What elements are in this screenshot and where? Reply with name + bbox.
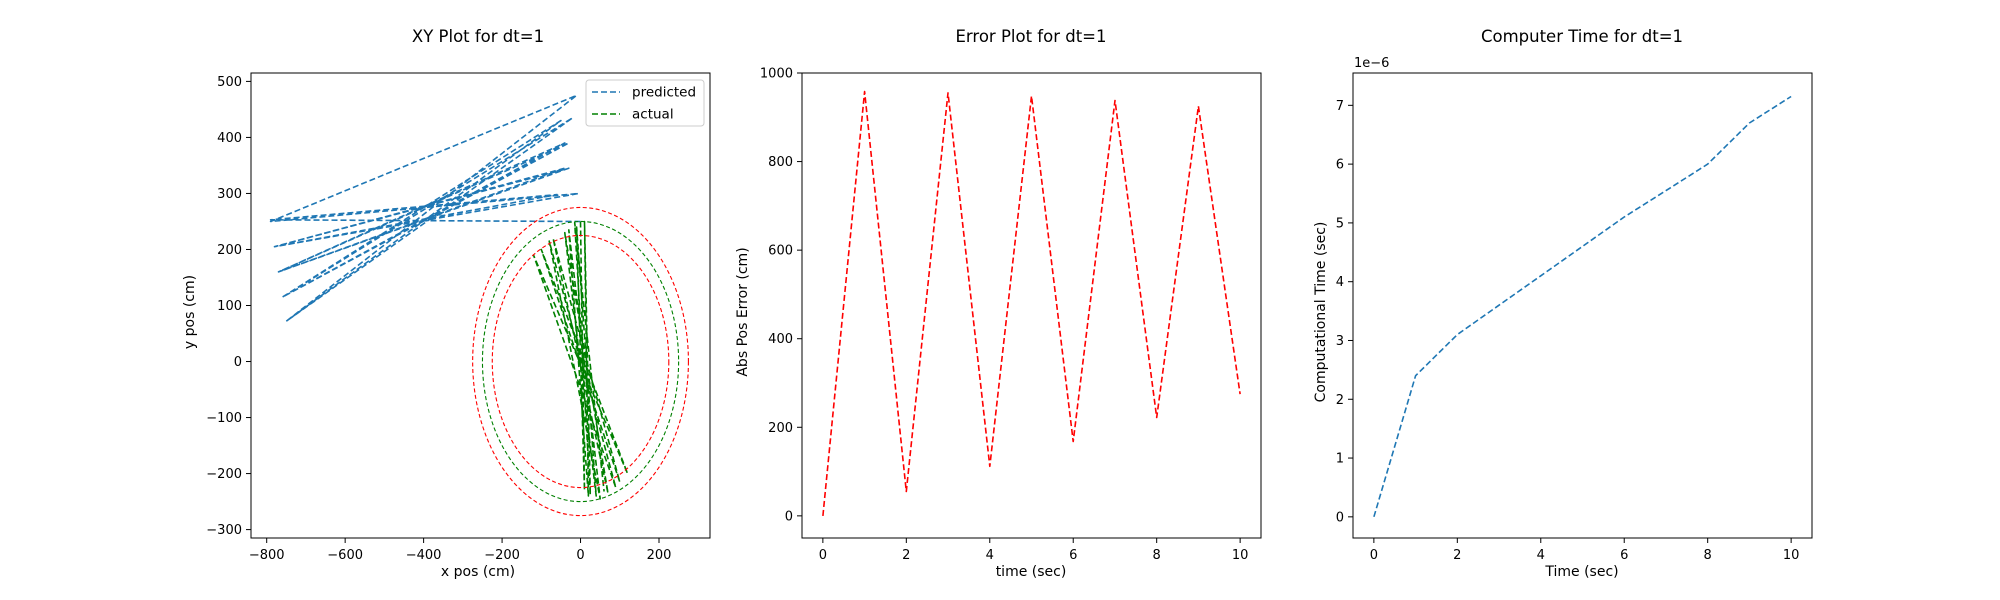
x-tick-label: 2 — [1453, 548, 1461, 563]
xy-plot-ylabel: y pos (cm) — [182, 275, 198, 349]
series-actual-orbit-ellipse — [481, 220, 680, 503]
error-plot-marks — [822, 90, 1241, 516]
x-tick-label: −600 — [327, 548, 363, 563]
y-tick-label: 5 — [1336, 216, 1344, 231]
y-tick-label: 400 — [217, 131, 242, 146]
y-tick-label: 6 — [1336, 158, 1344, 173]
xy-plot-xlabel: x pos (cm) — [441, 564, 515, 580]
error-plot-ticks: 0 2 4 6 8 10 0 200 400 600 800 1000 — [760, 67, 1249, 564]
time-plot-panel: Computer Time for dt=1 Time (sec) Comput… — [1313, 27, 1813, 580]
x-tick-label: 10 — [1783, 548, 1800, 563]
y-tick-label: −300 — [206, 523, 242, 538]
error-plot-panel: Error Plot for dt=1 time (sec) Abs Pos E… — [735, 27, 1262, 580]
y-tick-label: 500 — [217, 75, 242, 90]
time-plot-frame — [1352, 72, 1813, 539]
xy-plot-panel: XY Plot for dt=1 x pos (cm) y pos (cm) −… — [182, 27, 711, 580]
error-plot-xlabel: time (sec) — [996, 564, 1067, 580]
y-tick-label: 800 — [768, 155, 793, 170]
time-plot-xlabel: Time (sec) — [1544, 564, 1618, 580]
time-plot-ylabel: Computational Time (sec) — [1313, 222, 1329, 403]
x-tick-label: −200 — [484, 548, 520, 563]
x-tick-label: 200 — [647, 548, 672, 563]
error-plot-ylabel: Abs Pos Error (cm) — [735, 247, 751, 376]
y-tick-label: 200 — [768, 421, 793, 436]
x-tick-label: −800 — [249, 548, 285, 563]
x-tick-label: 0 — [819, 548, 827, 563]
series-actual-line — [532, 220, 629, 500]
x-tick-label: 0 — [1370, 548, 1378, 563]
y-tick-label: 3 — [1336, 334, 1344, 349]
y-tick-label: 100 — [217, 299, 242, 314]
x-tick-label: −400 — [406, 548, 442, 563]
x-tick-label: 2 — [902, 548, 910, 563]
xy-plot-title: XY Plot for dt=1 — [412, 27, 544, 46]
x-tick-label: 4 — [1537, 548, 1545, 563]
series-outer-circle-ellipse — [472, 206, 689, 517]
y-tick-label: 400 — [768, 332, 793, 347]
y-tick-label: 7 — [1336, 99, 1344, 114]
y-tick-label: 600 — [768, 244, 793, 259]
y-tick-label: 0 — [234, 355, 242, 370]
time-plot-offset-text: 1e−6 — [1354, 56, 1389, 71]
series-error-line — [822, 90, 1241, 516]
x-tick-label: 0 — [576, 548, 584, 563]
x-tick-label: 10 — [1232, 548, 1249, 563]
xy-plot-ticks: −800 −600 −400 −200 0 200 −300 −200 −100 0 100 200 3… — [206, 75, 671, 563]
y-tick-label: 300 — [217, 187, 242, 202]
y-tick-label: 1000 — [760, 67, 793, 82]
y-tick-label: 1 — [1336, 452, 1344, 467]
x-tick-label: 8 — [1153, 548, 1161, 563]
y-tick-label: −200 — [206, 467, 242, 482]
error-plot-title: Error Plot for dt=1 — [955, 27, 1106, 46]
x-tick-label: 6 — [1069, 548, 1077, 563]
error-plot-frame — [801, 72, 1262, 539]
y-tick-label: 2 — [1336, 393, 1344, 408]
series-predicted-line — [269, 94, 581, 323]
legend-actual-label: actual — [632, 107, 674, 123]
x-tick-label: 6 — [1620, 548, 1628, 563]
y-tick-label: 0 — [785, 509, 793, 524]
series-inner-circle-ellipse — [491, 234, 670, 489]
x-tick-label: 8 — [1704, 548, 1712, 563]
y-tick-label: 0 — [1336, 510, 1344, 525]
y-tick-label: −100 — [206, 411, 242, 426]
legend-predicted-label: predicted — [632, 85, 696, 101]
y-tick-label: 4 — [1336, 275, 1344, 290]
y-tick-label: 200 — [217, 243, 242, 258]
time-plot-title: Computer Time for dt=1 — [1481, 27, 1683, 46]
xy-plot-legend: predicted actual — [585, 79, 705, 127]
time-plot-ticks: 0 2 4 6 8 10 0 1 2 3 4 5 6 7 — [1336, 99, 1800, 563]
xy-plot-marks — [269, 94, 689, 517]
time-plot-marks — [1373, 95, 1792, 518]
x-tick-label: 4 — [986, 548, 994, 563]
